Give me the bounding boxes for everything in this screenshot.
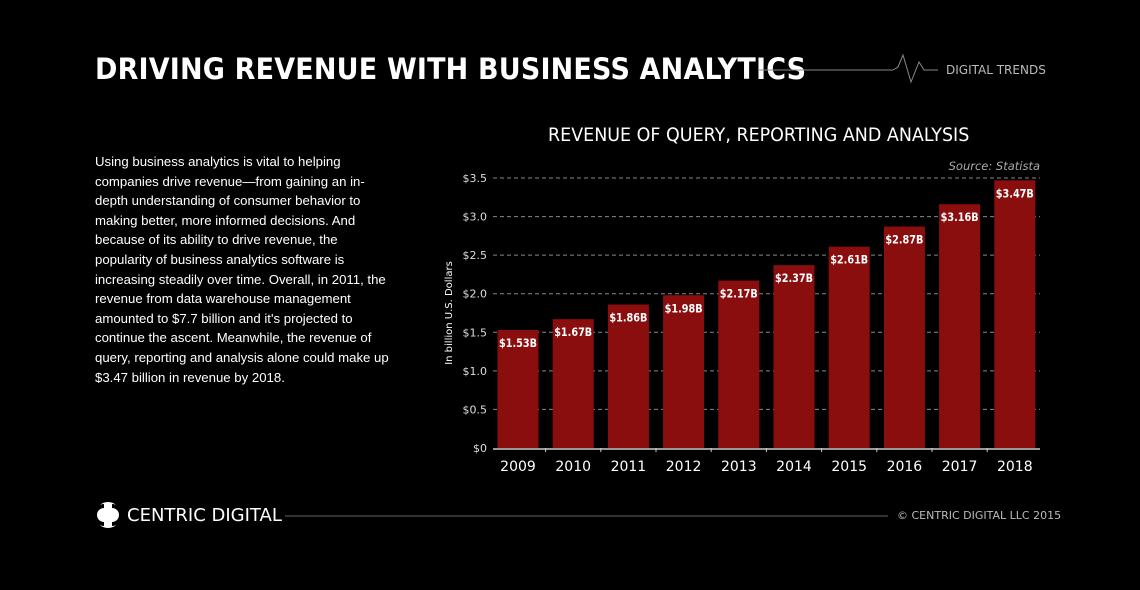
digital-trends-tag: DIGITAL TRENDS [946,63,1046,77]
bar [718,280,760,448]
data-label: $2.17B [720,287,758,301]
y-tick-label: $0.5 [463,403,488,416]
y-tick-label: $3.0 [463,211,488,224]
x-tick-label: 2018 [997,459,1033,475]
chart-title: REVENUE OF QUERY, REPORTING AND ANALYSIS [548,124,970,146]
x-tick-label: 2017 [942,459,978,475]
bar [663,295,705,448]
footer-brand: CENTRIC DIGITAL [127,505,282,526]
data-label: $1.67B [554,325,592,339]
pulse-icon [892,53,938,84]
x-tick-label: 2010 [555,459,591,475]
y-tick-label: $1.5 [463,326,488,339]
x-tick-label: 2016 [887,459,923,475]
data-label: $2.61B [830,253,868,267]
page-title: DRIVING REVENUE WITH BUSINESS ANALYTICS [95,52,807,86]
bar [773,265,815,448]
bar [607,304,649,448]
y-tick-label: $3.5 [463,172,488,185]
y-tick-label: $2.5 [463,249,488,262]
y-tick-label: $2.0 [463,288,488,301]
bar [994,180,1036,449]
bar [883,226,925,448]
chart-source: Source: Statista [948,159,1040,173]
x-tick-label: 2014 [776,459,812,475]
data-label: $2.87B [885,233,923,247]
x-tick-label: 2015 [831,459,867,475]
data-label: $1.53B [499,336,537,350]
y-tick-label: $1.0 [463,365,488,378]
x-tick-label: 2009 [500,459,536,475]
data-label: $2.37B [775,271,813,285]
data-label: $3.47B [996,186,1034,200]
bar [828,246,870,448]
copyright: © CENTRIC DIGITAL LLC 2015 [897,509,1062,522]
body-paragraph: Using business analytics is vital to hel… [95,154,389,385]
y-axis-label: In billion U.S. Dollars [444,261,455,365]
data-label: $1.86B [609,311,647,325]
bar [497,329,539,448]
x-tick-label: 2013 [721,459,757,475]
data-label: $3.16B [941,210,979,224]
data-label: $1.98B [665,301,703,315]
bar [552,319,594,448]
y-tick-label: $0 [473,442,487,455]
x-tick-label: 2011 [611,459,647,475]
x-tick-label: 2012 [666,459,702,475]
bar [939,204,981,448]
